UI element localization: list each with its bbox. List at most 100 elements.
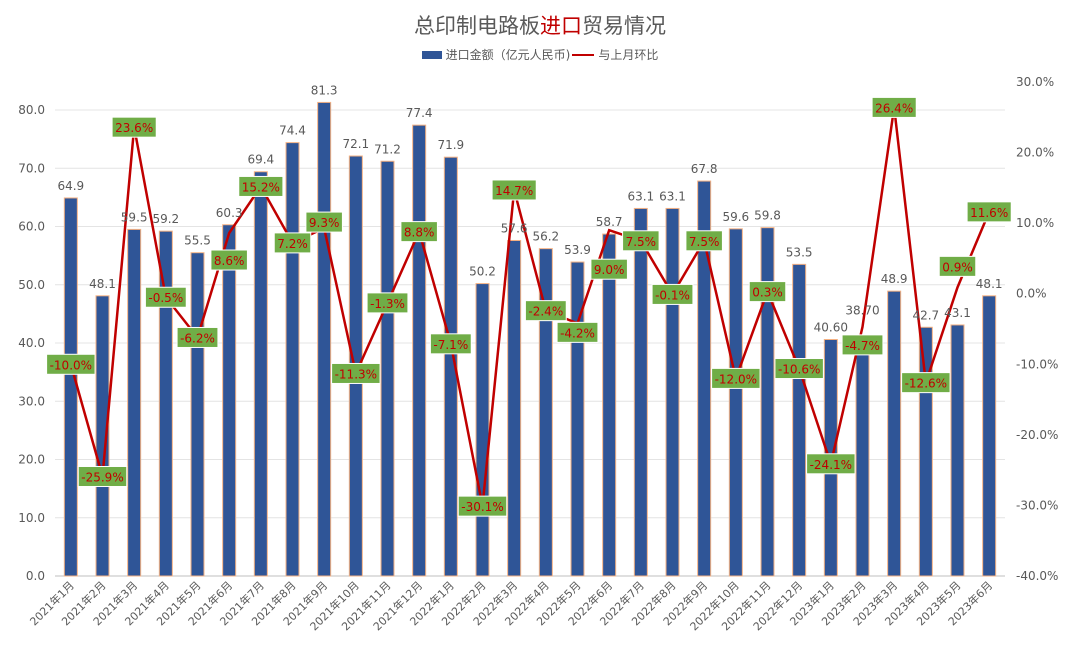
line-label-box [111,116,157,138]
line-label: -7.1% [429,333,472,355]
line-label-box [273,232,312,254]
bar [222,224,237,577]
bar-data-label: 77.4 [406,106,433,120]
line-label: -1.3% [366,292,409,314]
y-right-tick-label: -10.0% [1016,357,1058,371]
bar [950,324,965,577]
line-label: -10.0% [46,353,96,375]
line-label: -30.1% [457,495,508,517]
y-right-tick-label: 30.0% [1016,75,1054,89]
legend-line-swatch [572,53,595,56]
bar [443,156,458,577]
line-label: 9.3% [305,211,343,233]
y-left-tick-label: 80.0 [18,103,45,117]
bar [887,290,902,577]
line-label-box [210,249,248,271]
line-label: -2.4% [524,300,567,322]
bar [760,227,775,577]
line-data-label: -2.4% [528,305,563,319]
line-data-label: 9.0% [594,263,625,277]
line-label-box [966,201,1012,223]
line-data-label: -0.1% [655,288,690,302]
line-data-label: -24.1% [810,458,852,472]
bar [918,326,933,577]
line-label-box [305,211,343,233]
bar [95,295,110,577]
bar [127,228,142,577]
line-label-box [871,96,917,118]
bar [412,124,427,577]
line-label: 11.6% [966,201,1012,223]
bar-data-label: 48.1 [89,277,116,291]
bar-data-label: 56.2 [532,230,559,244]
line-label-box [176,326,219,348]
line-data-label: -11.3% [335,367,377,381]
line-label: -4.7% [841,334,884,356]
line-label: 7.5% [622,230,660,252]
y-left-tick-label: 30.0 [18,394,45,408]
line-label-box [77,465,128,487]
line-label-box [938,255,977,277]
line-label: -25.9% [77,465,128,487]
bar [697,180,712,577]
bar [507,239,522,577]
bar [602,233,617,577]
bar [633,207,648,577]
bar-data-label: 55.5 [184,234,211,248]
y-right-tick-label: -40.0% [1016,569,1058,583]
line-label-box [841,334,884,356]
line-label: 23.6% [111,116,157,138]
bar [253,171,268,577]
bar-data-label: 67.8 [691,162,718,176]
line-data-label: 26.4% [875,101,913,115]
bar [285,142,300,577]
line-label-box [590,258,628,280]
bar [158,230,173,577]
title-part: 贸易情况 [582,14,666,38]
line-label: -24.1% [806,453,856,475]
line-label: 7.5% [685,230,723,252]
line-label: 14.7% [491,179,537,201]
bar-data-label: 57.6 [501,221,528,235]
line-data-label: -4.7% [845,339,880,353]
line-label: -0.1% [651,283,694,305]
bar [317,101,332,577]
line-data-label: 15.2% [242,180,280,194]
line-label-box [238,175,284,197]
bar-data-label: 53.5 [786,245,813,259]
bar-data-label: 42.7 [912,308,939,322]
chart-title: 总印制电路板进口贸易情况 [0,10,1080,40]
bar-data-label: 74.4 [279,124,306,138]
line-data-label: -7.1% [433,338,468,352]
line-data-label: 0.3% [752,286,783,300]
line-data-label: -0.5% [148,291,183,305]
bar-data-label: 59.8 [754,209,781,223]
bar [982,295,997,577]
y-left-tick-label: 10.0 [18,511,45,525]
line-label-box [46,353,96,375]
line-data-label: -10.6% [778,363,820,377]
line-data-label: 11.6% [970,206,1008,220]
line-label-box [774,358,824,380]
line-data-label: 8.8% [404,226,435,240]
bar-data-label: 59.6 [722,210,749,224]
line-label: -0.5% [144,286,187,308]
bar-data-label: 53.9 [564,243,591,257]
line-label: 0.3% [748,281,787,303]
y-left-tick-label: 70.0 [18,161,45,175]
line-label: 9.0% [590,258,628,280]
bar-data-label: 59.5 [121,210,148,224]
legend-line-label: 与上月环比 [598,48,659,62]
line-label-box [491,179,537,201]
legend-bar-label: 进口金额（亿元人民币) [445,48,571,62]
line-data-label: 23.6% [115,121,153,135]
y-left-tick-label: 60.0 [18,220,45,234]
y-right-tick-label: 20.0% [1016,146,1054,160]
line-label: 8.6% [210,249,248,271]
y-right-tick-label: 0.0% [1016,287,1047,301]
y-left-tick-label: 40.0 [18,336,45,350]
line-label: 8.8% [400,221,438,243]
bar-data-label: 58.7 [596,215,623,229]
